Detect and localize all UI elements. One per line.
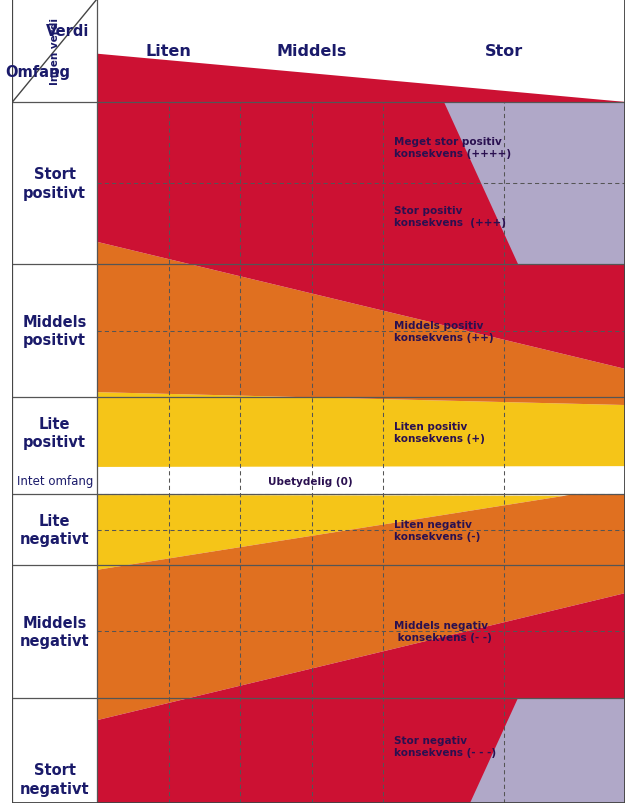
Text: Stor positiv
konsekvens  (+++): Stor positiv konsekvens (+++)	[394, 206, 506, 227]
Polygon shape	[97, 393, 625, 467]
Polygon shape	[444, 698, 625, 803]
Text: Liten: Liten	[146, 44, 192, 59]
Polygon shape	[97, 243, 625, 406]
Text: Middels
positivt: Middels positivt	[22, 315, 87, 348]
Text: Stort
negativt: Stort negativt	[20, 762, 89, 796]
Text: Lite
negativt: Lite negativt	[20, 513, 89, 547]
Text: Stor negativ
konsekvens (- - -): Stor negativ konsekvens (- - -)	[394, 736, 496, 757]
Text: Middels
negativt: Middels negativt	[20, 615, 89, 648]
Text: Omfang: Omfang	[5, 65, 70, 80]
Polygon shape	[97, 55, 625, 369]
Text: Middels: Middels	[276, 44, 347, 59]
Text: Liten negativ
konsekvens (-): Liten negativ konsekvens (-)	[394, 519, 481, 541]
Text: Ubetydelig (0): Ubetydelig (0)	[268, 476, 352, 487]
Text: Liten positiv
konsekvens (+): Liten positiv konsekvens (+)	[394, 422, 485, 444]
Bar	[97, 468, 625, 495]
Text: Middels negativ
 konsekvens (- -): Middels negativ konsekvens (- -)	[394, 621, 492, 642]
Text: Middels positiv
konsekvens (++): Middels positiv konsekvens (++)	[394, 320, 494, 342]
Text: Verdi: Verdi	[46, 24, 89, 39]
Text: Stor: Stor	[485, 44, 523, 59]
Text: Ingen verdi: Ingen verdi	[50, 18, 60, 85]
Text: Meget stor positiv
konsekvens (++++): Meget stor positiv konsekvens (++++)	[394, 137, 511, 159]
Polygon shape	[444, 103, 625, 265]
Text: Stort
positivt: Stort positivt	[23, 167, 86, 201]
Text: Intet omfang: Intet omfang	[16, 475, 93, 488]
Text: Lite
positivt: Lite positivt	[23, 416, 86, 450]
Polygon shape	[97, 593, 625, 803]
Polygon shape	[97, 487, 625, 570]
Polygon shape	[97, 487, 625, 720]
